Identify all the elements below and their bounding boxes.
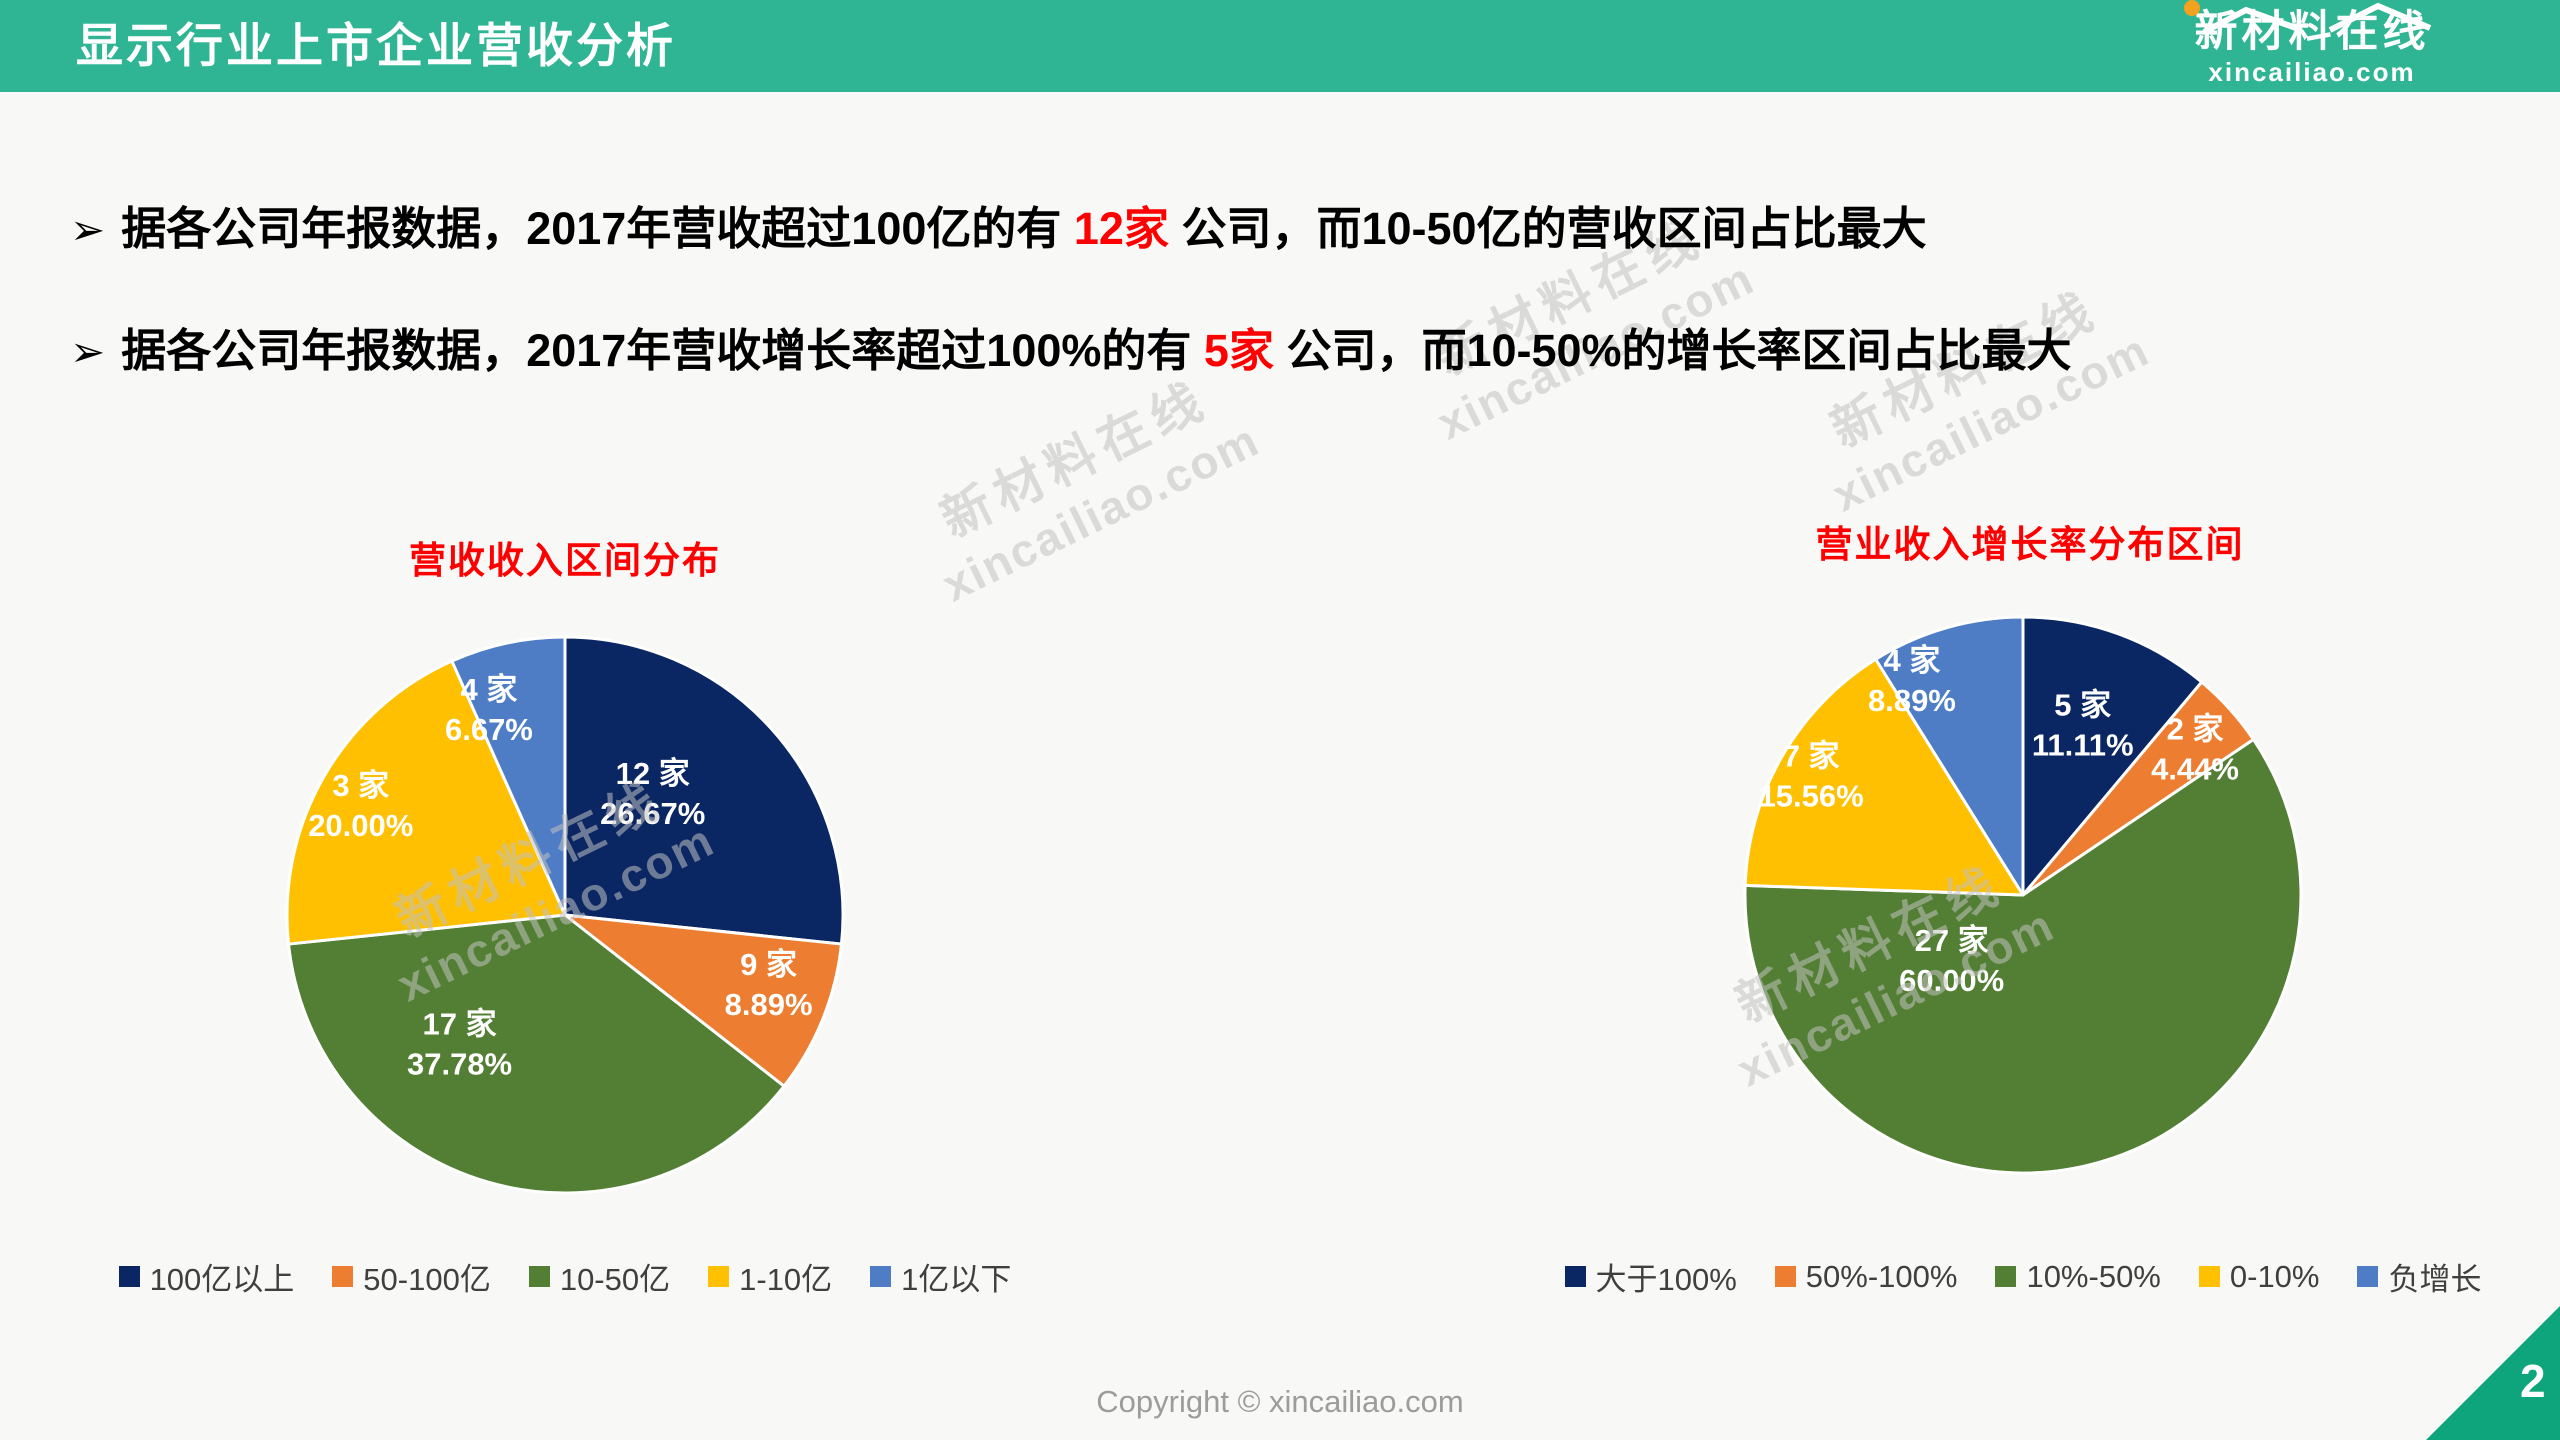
logo-text-en: xincailiao.com xyxy=(2208,57,2416,87)
legend-swatch-icon xyxy=(2357,1266,2379,1287)
pie-slice xyxy=(2021,615,2204,897)
legend-swatch-icon xyxy=(708,1266,730,1287)
page-corner-triangle: 2 xyxy=(2426,1306,2560,1440)
bullet-text-prefix: 据各公司年报数据，2017年营收增长率超过100%的有 xyxy=(121,325,1204,376)
copyright-text: Copyright © xincailiao.com xyxy=(1096,1384,1464,1419)
pie-slice xyxy=(1743,737,2303,1175)
pie-slice xyxy=(285,659,567,946)
legend-item: 1亿以下 xyxy=(870,1254,1011,1299)
legend-label: 大于100% xyxy=(1595,1262,1737,1297)
legend-label: 10-50亿 xyxy=(559,1262,671,1297)
legend-label: 1-10亿 xyxy=(739,1262,833,1297)
legend-item: 负增长 xyxy=(2357,1254,2481,1299)
legend-swatch-icon xyxy=(1774,1266,1796,1287)
header-bar: 显示行业上市企业营收分析 新材料在线 xincailiao.com xyxy=(0,0,2560,92)
pie-slice xyxy=(287,913,786,1195)
page-number: 2 xyxy=(2520,1355,2546,1407)
arrow-bullet-icon: ➢ xyxy=(70,206,106,253)
watermark: 新材料在线 xincailiao.com xyxy=(1792,258,2157,522)
legend-item: 大于100% xyxy=(1564,1254,1737,1299)
legend-label: 0-10% xyxy=(2229,1258,2320,1294)
pie-slice-label: 17 家 37.78% xyxy=(407,1007,512,1082)
pie-slice xyxy=(450,635,567,917)
bullet-item: ➢ 据各公司年报数据，2017年营收增长率超过100%的有 5家 公司，而10-5… xyxy=(70,314,2500,379)
legend: 100亿以上 50-100亿 10-50亿 1-10亿 1亿以下 xyxy=(5,1254,1125,1299)
legend-swatch-icon xyxy=(118,1266,140,1287)
legend-swatch-icon xyxy=(2198,1266,2220,1287)
legend-label: 100亿以上 xyxy=(149,1262,295,1297)
bullet-text-suffix: 公司，而10-50%的增长率区间占比最大 xyxy=(1273,325,2072,376)
legend-label: 1亿以下 xyxy=(901,1262,1012,1297)
legend-item: 50-100亿 xyxy=(332,1254,491,1299)
legend-item: 1-10亿 xyxy=(708,1254,832,1299)
page-title: 显示行业上市企业营收分析 xyxy=(76,19,676,72)
pie-slice-label: 12 家 26.67% xyxy=(600,756,705,831)
legend-label: 负增长 xyxy=(2388,1262,2482,1297)
legend-swatch-icon xyxy=(870,1266,892,1287)
chart-title: 营业收入增长率分布区间 xyxy=(1815,524,2245,565)
logo: 新材料在线 xincailiao.com xyxy=(2152,0,2472,87)
bullet-text-prefix: 据各公司年报数据，2017年营收超过100亿的有 xyxy=(121,203,1074,254)
watermark-line2: xincailiao.com xyxy=(934,413,1268,612)
pie-slice-label: 5 家 11.11% xyxy=(2032,688,2134,763)
legend-swatch-icon xyxy=(528,1266,550,1287)
arrow-bullet-icon: ➢ xyxy=(70,328,106,375)
bullet-text-suffix: 公司，而10-50亿的营收区间占比最大 xyxy=(1168,203,1927,254)
legend-item: 10%-50% xyxy=(1995,1258,2161,1295)
pie-slice-label: 4 家 6.67% xyxy=(445,672,533,747)
pie-slice xyxy=(1874,615,2025,897)
bullet-item: ➢ 据各公司年报数据，2017年营收超过100亿的有 12家 公司，而10-50亿… xyxy=(70,192,2500,257)
legend-item: 10-50亿 xyxy=(528,1254,671,1299)
legend-label: 10%-50% xyxy=(2026,1258,2161,1294)
logo-text-cn: 新材料在线 xyxy=(2194,8,2430,56)
pie-slice-label: 4 家 8.89% xyxy=(1868,643,1956,718)
bullet-highlight: 5家 xyxy=(1203,325,1274,376)
pie-slice xyxy=(1743,657,2025,897)
pie-slice-label: 2 家 4.44% xyxy=(2151,711,2239,786)
legend-item: 0-10% xyxy=(2198,1258,2320,1295)
legend-item: 50%-100% xyxy=(1774,1258,1958,1295)
pie-slice xyxy=(563,635,845,946)
bullet-highlight: 12家 xyxy=(1073,203,1169,254)
pie-slice-label: 7 家 15.56% xyxy=(1759,739,1864,814)
legend-swatch-icon xyxy=(1564,1266,1586,1287)
chart-title: 营收收入区间分布 xyxy=(409,540,721,581)
pie-slice-label: 9 家 8.89% xyxy=(725,947,813,1022)
pie-chart: 12 家 26.67% 9 家 8.89% 17 家 37.78% 3 家 20.00% 4 家… xyxy=(285,635,845,1195)
pie-slice-label: 3 家 20.00% xyxy=(308,768,413,843)
legend-swatch-icon xyxy=(332,1266,354,1287)
legend-label: 50%-100% xyxy=(1805,1258,1958,1294)
legend-swatch-icon xyxy=(1995,1266,2017,1287)
legend-item: 100亿以上 xyxy=(118,1254,295,1299)
pie-slice-label: 27 家 60.00% xyxy=(1899,923,2004,998)
legend-label: 50-100亿 xyxy=(363,1262,491,1297)
legend: 大于100% 50%-100% 10%-50% 0-10% 负增长 xyxy=(1463,1254,2560,1299)
pie-slice xyxy=(563,913,843,1088)
